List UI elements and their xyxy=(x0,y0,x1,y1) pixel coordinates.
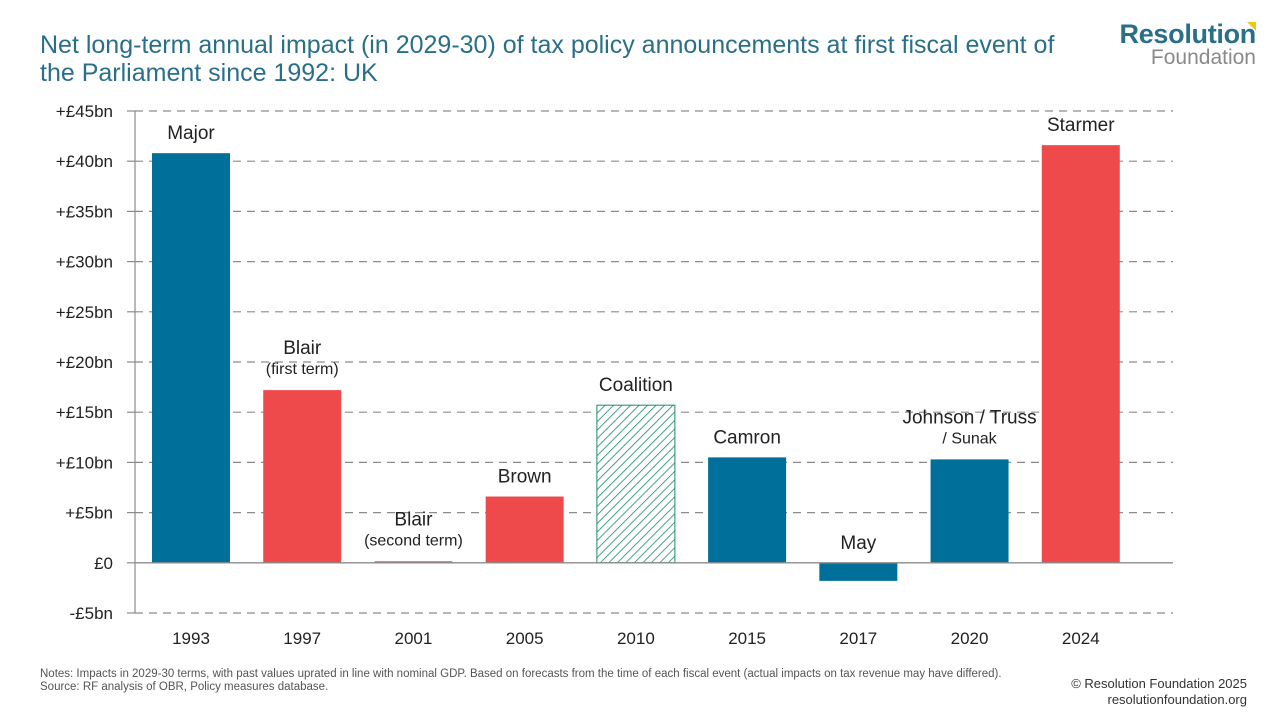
source-text: Source: RF analysis of OBR, Policy measu… xyxy=(40,680,329,693)
bar-2020 xyxy=(930,459,1009,563)
y-tick-label: +£15bn xyxy=(56,403,113,422)
y-tick-label: +£35bn xyxy=(56,202,113,221)
y-axis-tick-labels: +£45bn +£40bn +£35bn +£30bn +£25bn +£20bn +£15… xyxy=(56,102,113,623)
y-tick-label: +£20bn xyxy=(56,353,113,372)
chart-notes: Notes: Impacts in 2029-30 terms, with pa… xyxy=(40,668,1050,693)
bar-label-2020: Johnson / Truss xyxy=(902,407,1036,428)
logo-corner-mark xyxy=(1247,22,1256,31)
bar-2005 xyxy=(485,496,564,563)
bar-2024 xyxy=(1041,145,1120,563)
resolution-foundation-logo: Resolution Foundation xyxy=(1120,20,1257,68)
bar-label-1997: Blair xyxy=(283,338,322,359)
bars xyxy=(152,145,1120,581)
bar-label-2015: Camron xyxy=(713,427,781,448)
x-tick-label: 2010 xyxy=(617,629,655,648)
bar-2001 xyxy=(374,561,453,563)
bar-label-2005: Brown xyxy=(498,467,552,488)
y-tick-label: +£30bn xyxy=(56,253,113,272)
notes-text: Notes: Impacts in 2029-30 terms, with pa… xyxy=(40,668,1002,680)
bar-label-2010: Coalition xyxy=(599,375,673,396)
website-text: resolutionfoundation.org xyxy=(1107,692,1248,707)
x-tick-label: 1997 xyxy=(283,629,321,648)
x-tick-label: 2001 xyxy=(395,629,433,648)
y-tick-label: +£25bn xyxy=(56,303,113,322)
y-tick-label: +£10bn xyxy=(56,453,113,472)
y-tick-label: +£40bn xyxy=(56,152,113,171)
bar-1997 xyxy=(263,390,342,563)
bar-1993 xyxy=(152,153,230,563)
x-tick-label: 2015 xyxy=(728,629,766,648)
bar-annotations: Major Blair (first term) Blair (second term)… xyxy=(167,115,1115,554)
y-tick-label: +£5bn xyxy=(65,504,113,523)
bar-label-2001: (second term) xyxy=(364,532,463,549)
bar-label-2001: Blair xyxy=(394,509,433,530)
x-axis-tick-labels: 1993 1997 2001 2005 2010 2015 2017 2020 2024 xyxy=(172,629,1100,648)
bar-2015 xyxy=(708,457,787,563)
x-tick-label: 2024 xyxy=(1062,629,1100,648)
logo-wordmark-line1: Resolution xyxy=(1119,19,1257,49)
x-tick-label: 2020 xyxy=(951,629,989,648)
x-tick-label: 1993 xyxy=(172,629,210,648)
y-tick-label: -£5bn xyxy=(70,604,113,623)
logo-wordmark-line2: Foundation xyxy=(1150,46,1256,69)
bar-label-1997: (first term) xyxy=(266,361,339,378)
bar-2010 xyxy=(596,404,676,564)
copyright-text: © Resolution Foundation 2025 xyxy=(1071,676,1247,691)
bar-label-2017: May xyxy=(840,533,876,554)
y-tick-label: +£45bn xyxy=(56,102,113,121)
bar-2017 xyxy=(819,562,898,581)
bar-label-2020: / Sunak xyxy=(942,430,997,447)
chart-title: Net long-term annual impact (in 2029-30)… xyxy=(40,31,1055,87)
credit-block: © Resolution Foundation 2025 resolutionf… xyxy=(1071,676,1247,708)
x-tick-label: 2005 xyxy=(506,629,544,648)
x-tick-label: 2017 xyxy=(839,629,877,648)
y-tick-label: £0 xyxy=(94,554,113,573)
bar-chart: +£45bn +£40bn +£35bn +£30bn +£25bn +£20bn +£15… xyxy=(56,102,1173,648)
bar-label-1993: Major xyxy=(167,123,215,144)
bar-label-2024: Starmer xyxy=(1047,115,1115,136)
